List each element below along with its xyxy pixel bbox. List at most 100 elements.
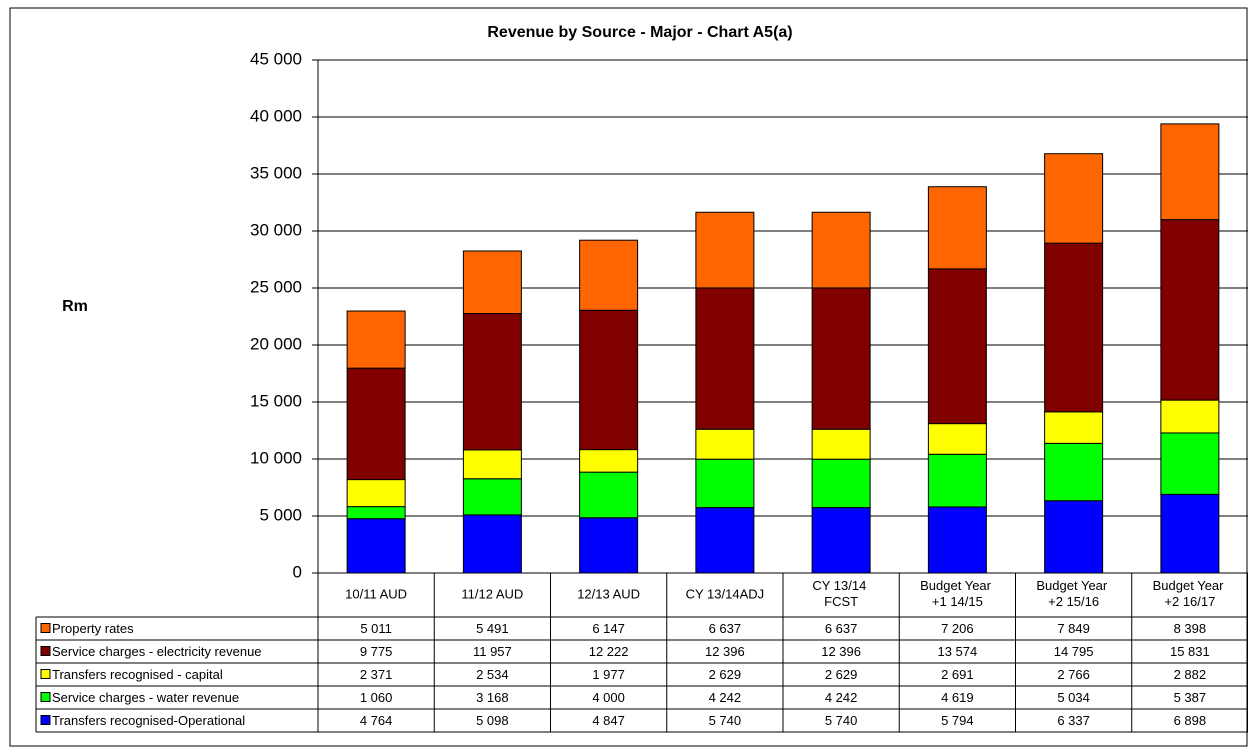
x-tick-label: 11/12 AUD [461, 586, 523, 601]
legend-swatch [40, 692, 51, 702]
bar-segment [811, 287, 871, 430]
table-value: 5 011 [360, 621, 392, 636]
table-value: 5 098 [476, 713, 509, 728]
table-value: 5 794 [941, 713, 974, 728]
y-tick-label: 40 000 [250, 106, 302, 125]
y-tick-label: 35 000 [250, 163, 302, 182]
table-value: 6 898 [1174, 713, 1207, 728]
table-value: 11 957 [473, 644, 512, 659]
bar-segment [462, 250, 522, 315]
bar-segment [927, 186, 987, 270]
table-value: 4 242 [709, 690, 742, 705]
table-value: 7 849 [1057, 621, 1090, 636]
bar-segment [811, 211, 871, 289]
table-value: 5 387 [1174, 690, 1207, 705]
legend-label: Property rates [52, 621, 134, 636]
table-value: 1 060 [360, 690, 393, 705]
bar-segment [1044, 500, 1104, 574]
table-value: 6 337 [1057, 713, 1090, 728]
table-value: 7 206 [941, 621, 974, 636]
bar-segment [811, 458, 871, 509]
bar-segment [579, 239, 639, 311]
table-value: 6 637 [825, 621, 858, 636]
bar-segment [1160, 399, 1220, 434]
bar-segment [462, 313, 522, 451]
bar-segment [346, 506, 406, 520]
table-value: 2 691 [941, 667, 974, 682]
bar-segment [346, 479, 406, 508]
table-value: 4 619 [941, 690, 974, 705]
table-value: 5 740 [825, 713, 858, 728]
x-tick-label: Budget Year +2 15/16 [1036, 578, 1110, 609]
bar-segment [695, 458, 755, 509]
bar-segment [927, 423, 987, 455]
bar-segment [1044, 411, 1104, 444]
table-value: 2 371 [360, 667, 393, 682]
bar-segment [1160, 123, 1220, 221]
table-value: 12 222 [589, 644, 629, 659]
x-tick-label: 12/13 AUD [577, 586, 640, 601]
table-value: 5 740 [709, 713, 742, 728]
bar-segment [811, 428, 871, 460]
table-value: 2 766 [1057, 667, 1090, 682]
bar-segment [695, 287, 755, 430]
y-tick-label: 25 000 [250, 277, 302, 296]
legend-label: Transfers recognised - capital [52, 667, 223, 682]
bar-segment [1044, 242, 1104, 413]
legend-swatch [40, 715, 51, 725]
table-value: 13 574 [937, 644, 977, 659]
bar-segment [695, 428, 755, 460]
table-value: 12 396 [705, 644, 745, 659]
bar-segment [346, 367, 406, 481]
bar-segment [695, 211, 755, 289]
bar-segment [579, 449, 639, 473]
table-value: 12 396 [821, 644, 861, 659]
y-tick-label: 20 000 [250, 334, 302, 353]
bar-segment [1160, 493, 1220, 574]
table-value: 8 398 [1174, 621, 1207, 636]
x-tick-label: 10/11 AUD [345, 586, 407, 601]
y-axis-label: Rm [62, 298, 88, 315]
legend-swatch [40, 623, 51, 633]
table-value: 4 764 [360, 713, 393, 728]
y-tick-label: 15 000 [250, 391, 302, 410]
x-tick-label: Budget Year +1 14/15 [920, 578, 994, 609]
y-tick-label: 45 000 [250, 49, 302, 68]
x-tick-label: Budget Year +2 16/17 [1153, 578, 1227, 609]
table-value: 2 534 [476, 667, 509, 682]
bar-segment [811, 507, 871, 574]
bar-segment [346, 310, 406, 369]
bar-segment [695, 507, 755, 574]
bar-segment [579, 309, 639, 451]
chart-title: Revenue by Source - Major - Chart A5(a) [487, 24, 792, 41]
bar-segment [1160, 219, 1220, 401]
y-tick-label: 30 000 [250, 220, 302, 239]
x-tick-label: CY 13/14ADJ [686, 586, 765, 601]
bar-segment [927, 268, 987, 425]
bar-segment [462, 449, 522, 480]
table-value: 4 847 [592, 713, 625, 728]
bar-segment [579, 471, 639, 519]
table-value: 2 629 [825, 667, 858, 682]
table-value: 5 491 [476, 621, 509, 636]
table-value: 9 775 [360, 644, 393, 659]
bar-segment [1160, 432, 1220, 495]
bar-segment [462, 478, 522, 516]
legend-swatch [40, 669, 51, 679]
bar-segment [1044, 442, 1104, 502]
bar-segment [1044, 153, 1104, 244]
table-value: 3 168 [476, 690, 509, 705]
y-tick-label: 10 000 [250, 448, 302, 467]
legend-label: Service charges - electricity revenue [52, 644, 262, 659]
table-value: 6 637 [709, 621, 742, 636]
table-value: 4 242 [825, 690, 858, 705]
table-value: 15 831 [1170, 644, 1210, 659]
y-tick-label: 0 [293, 562, 302, 581]
bar-segment [579, 517, 639, 574]
table-value: 14 795 [1054, 644, 1094, 659]
legend-label: Service charges - water revenue [52, 690, 239, 705]
bar-segment [346, 518, 406, 574]
table-value: 5 034 [1057, 690, 1090, 705]
bar-segment [927, 453, 987, 508]
